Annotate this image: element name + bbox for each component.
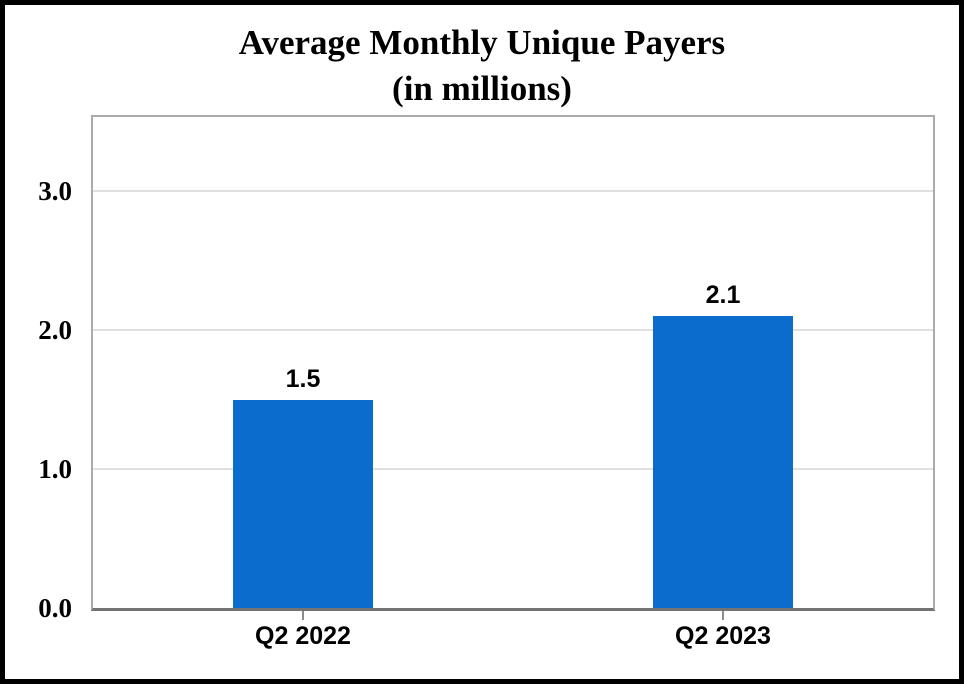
x-axis-label: Q2 2023 (675, 622, 771, 650)
chart-title: Average Monthly Unique Payers (in millio… (5, 20, 959, 112)
y-axis-label: 2.0 (38, 315, 72, 346)
chart-title-line1: Average Monthly Unique Payers (238, 23, 726, 62)
bar-q2-2023 (653, 316, 793, 608)
bar-q2-2022 (233, 400, 373, 608)
bar-value-label: 1.5 (285, 365, 321, 393)
gridline (93, 190, 933, 193)
x-axis-tick (302, 611, 304, 620)
y-axis-label: 3.0 (38, 176, 72, 207)
gridline (93, 468, 933, 471)
y-axis-label: 1.0 (38, 454, 72, 485)
chart-title-line2: (in millions) (392, 69, 572, 108)
x-axis-label: Q2 2022 (255, 622, 351, 650)
y-axis-label: 0.0 (38, 593, 72, 623)
bar-value-label: 2.1 (705, 281, 741, 309)
gridline (93, 329, 933, 332)
x-axis-tick (722, 611, 724, 620)
plot-area: 1.5 Q2 2022 2.1 Q2 2023 (91, 115, 935, 650)
